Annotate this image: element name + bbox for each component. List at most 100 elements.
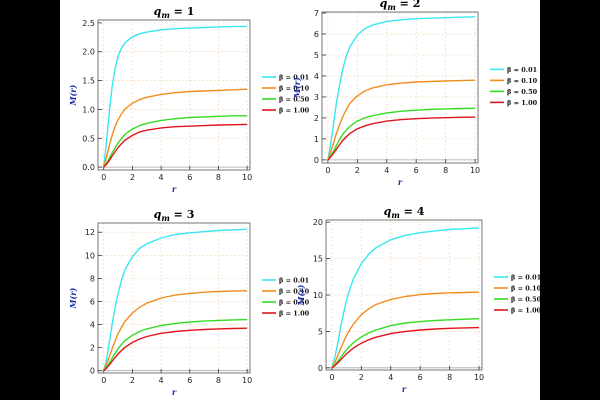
series-line-3 <box>331 318 480 369</box>
series-line-4 <box>331 326 480 369</box>
title-value: = 3 <box>170 208 195 221</box>
title-symbol: q <box>154 208 162 221</box>
y-tick-label: 4 <box>314 72 319 81</box>
title-subscript: m <box>161 10 169 20</box>
y-tick-label: 6 <box>314 30 319 39</box>
y-tick-label: 0 <box>90 367 95 376</box>
x-tick-label: 8 <box>447 373 452 382</box>
y-tick-label: 5 <box>314 51 319 60</box>
chart-title: qm = 2 <box>380 0 421 12</box>
y-axis-label: M(r) <box>292 77 302 99</box>
legend-label: β = 1.00 <box>279 107 310 115</box>
chart-panel-1: 0 2 4 6 8 10 0.0 0.5 1.0 1.5 2.0 2.5 r M(r) qm = 1 β = … <box>68 5 310 194</box>
x-tick-label: 0 <box>101 173 106 182</box>
x-tick-label: 4 <box>159 173 164 182</box>
title-symbol: q <box>154 5 162 18</box>
y-tick-label: 8 <box>90 274 95 283</box>
legend-label: β = 0.01 <box>511 274 540 282</box>
legend-label: β = 1.00 <box>279 310 310 318</box>
series-line-3 <box>327 107 476 161</box>
legend-label: β = 0.10 <box>279 288 310 296</box>
chart-panel-4: 0 2 4 6 8 10 0 5 10 15 20 r M(r) qm = 4 β = 0.01 β = 0.… <box>296 205 540 394</box>
y-tick-label: 0.5 <box>82 134 95 143</box>
y-tick-label: 10 <box>85 251 95 260</box>
x-tick-label: 6 <box>414 166 419 175</box>
x-tick-label: 10 <box>474 373 484 382</box>
y-tick-label: 0 <box>318 364 323 373</box>
chart-panel-2: 0 2 4 6 8 10 0 1 2 3 4 5 6 7 r M(r) qm = 2 β = 0.01 β = 0.… <box>292 0 538 187</box>
legend-label: β = 0.01 <box>507 66 537 74</box>
y-tick-label: 1.0 <box>82 105 95 114</box>
title-symbol: q <box>384 205 392 218</box>
x-axis-label: r <box>398 177 403 187</box>
x-tick-label: 0 <box>101 376 106 385</box>
legend-label: β = 0.01 <box>279 277 309 285</box>
x-tick-label: 4 <box>159 376 164 385</box>
plot-frame <box>97 19 251 171</box>
chart-figure: 0 2 4 6 8 100.00.51.01.52.02.5rM(r)qm = 1β = … <box>68 0 540 397</box>
y-axis-label: M(r) <box>296 284 306 306</box>
legend-label: β = 0.50 <box>279 299 310 307</box>
x-tick-label: 0 <box>325 166 330 175</box>
x-tick-label: 6 <box>187 376 192 385</box>
y-tick-label: 2 <box>314 114 319 123</box>
series-line-1 <box>331 227 480 368</box>
x-tick-label: 6 <box>187 173 192 182</box>
y-tick-label: 3 <box>314 93 319 102</box>
legend-label: β = 1.00 <box>511 307 540 315</box>
legend-label: β = 0.01 <box>279 74 309 82</box>
title-value: = 2 <box>396 0 421 10</box>
plot-frame <box>97 222 251 374</box>
series-line-2 <box>331 291 480 369</box>
y-tick-label: 15 <box>313 255 323 264</box>
y-tick-label: 2 <box>90 344 95 353</box>
plot-frame <box>321 11 479 164</box>
legend-label: β = 0.10 <box>279 85 310 93</box>
title-symbol: q <box>380 0 388 10</box>
x-axis-label: r <box>402 384 407 394</box>
x-tick-label: 4 <box>388 373 393 382</box>
x-tick-label: 10 <box>242 173 252 182</box>
y-tick-label: 7 <box>314 9 319 18</box>
series-line-1 <box>103 228 248 371</box>
legend-label: β = 1.00 <box>507 99 538 107</box>
y-tick-label: 2.0 <box>82 48 95 57</box>
x-tick-label: 8 <box>216 173 221 182</box>
title-subscript: m <box>161 213 169 223</box>
title-subscript: m <box>387 2 395 12</box>
x-tick-label: 2 <box>355 166 360 175</box>
series-line-4 <box>103 123 248 168</box>
y-tick-label: 0 <box>314 156 319 165</box>
x-tick-label: 6 <box>418 373 423 382</box>
x-axis-label: r <box>172 387 177 397</box>
y-tick-label: 12 <box>85 228 95 237</box>
x-tick-label: 2 <box>130 376 135 385</box>
series-line-3 <box>103 318 248 372</box>
x-tick-label: 10 <box>470 166 480 175</box>
y-axis-label: M(r) <box>68 84 78 106</box>
title-value: = 1 <box>170 5 195 18</box>
x-tick-label: 4 <box>384 166 389 175</box>
chart-panel-3: 0 2 4 6 8 10 0 2 4 6 8 10 12 r M(r) qm = 3 β = 0.01 β = 0… <box>68 208 310 397</box>
x-tick-label: 2 <box>359 373 364 382</box>
x-tick-label: 8 <box>216 376 221 385</box>
series-line-1 <box>103 25 248 168</box>
y-tick-label: 10 <box>313 291 323 300</box>
series-line-2 <box>103 88 248 168</box>
title-value: = 4 <box>400 205 425 218</box>
chart-title: qm = 4 <box>384 205 425 220</box>
y-tick-label: 20 <box>313 218 323 227</box>
series-line-1 <box>327 16 476 161</box>
legend-label: β = 0.50 <box>279 96 310 104</box>
x-tick-label: 2 <box>130 173 135 182</box>
y-tick-label: 5 <box>318 327 323 336</box>
series-line-4 <box>103 327 248 372</box>
legend-label: β = 0.50 <box>507 88 538 96</box>
y-tick-label: 2.5 <box>82 19 95 28</box>
title-subscript: m <box>391 210 399 220</box>
x-tick-label: 0 <box>329 373 334 382</box>
series-line-2 <box>103 290 248 371</box>
chart-title: qm = 3 <box>154 208 195 223</box>
y-tick-label: 1.5 <box>82 77 95 86</box>
